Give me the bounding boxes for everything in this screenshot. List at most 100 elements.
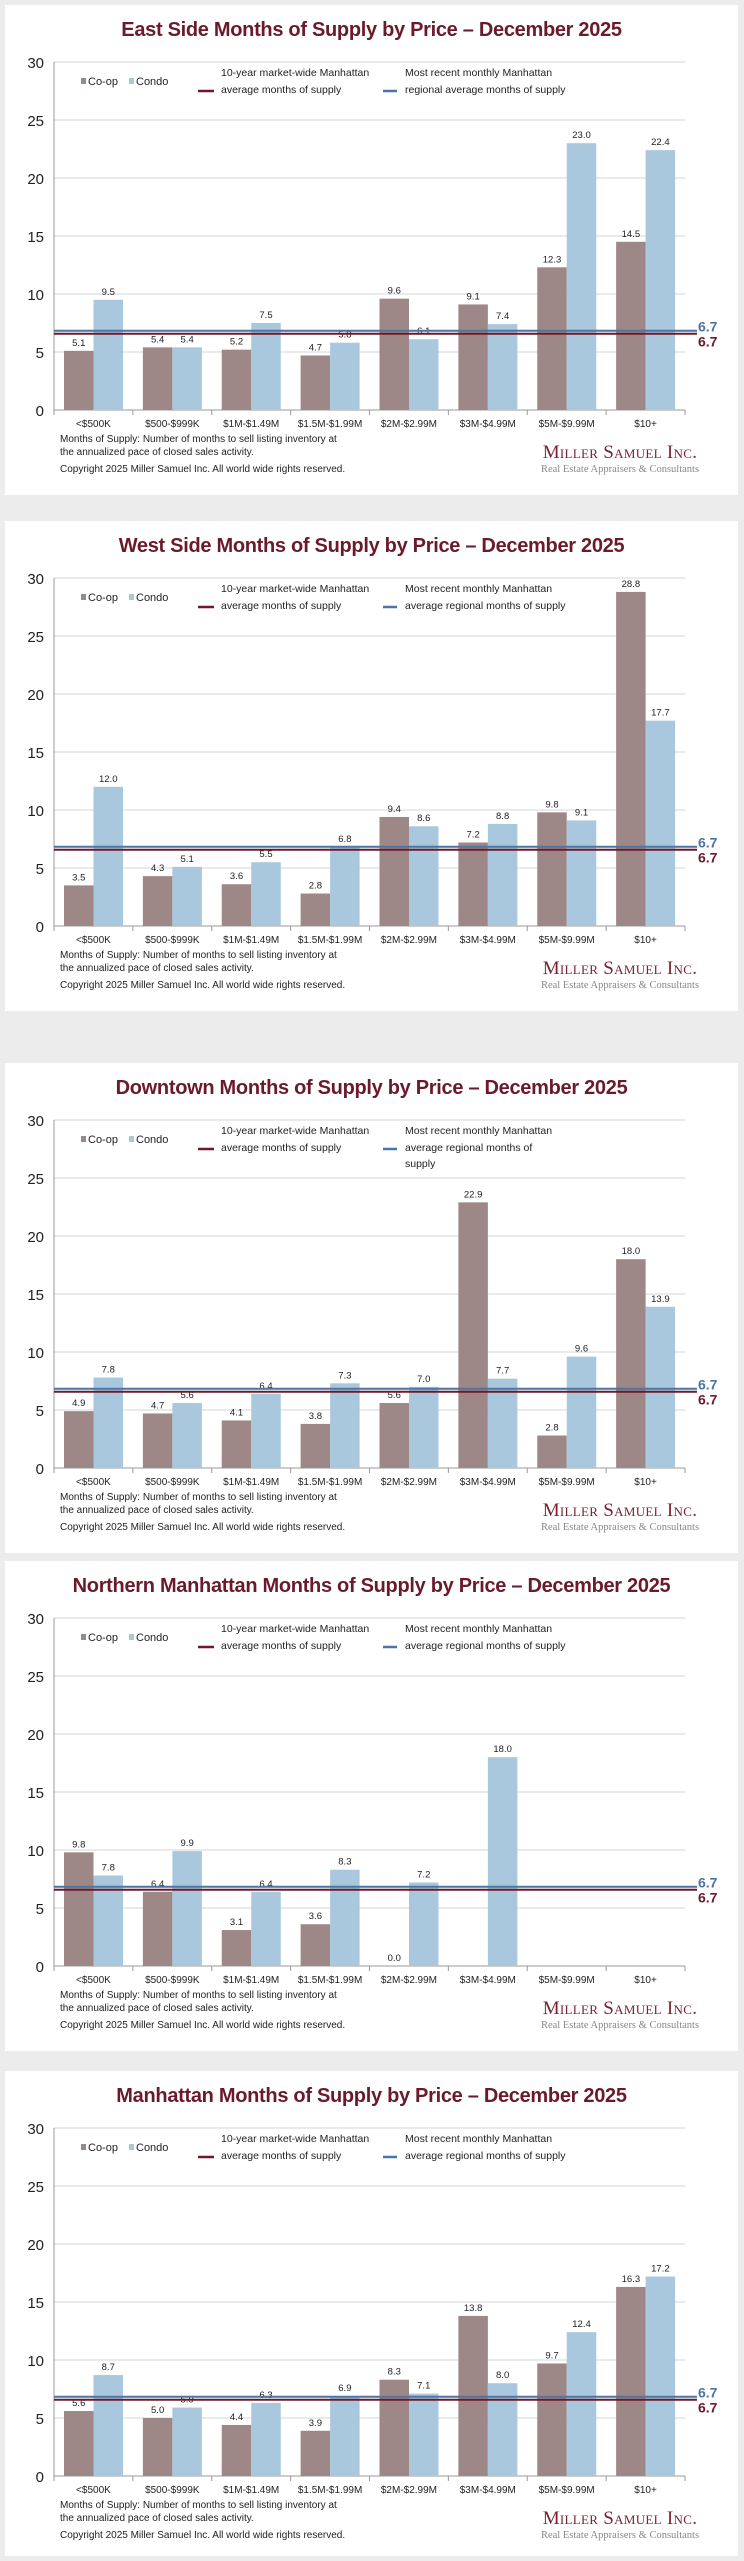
- logo-tagline: Real Estate Appraisers & Consultants: [540, 2020, 700, 2031]
- condo-bar: [409, 1386, 439, 1468]
- data-label: 9.6: [575, 1344, 588, 1355]
- data-label: 3.6: [230, 871, 243, 882]
- coop-legend-label: Co-op: [88, 2142, 118, 2154]
- y-tick-label: 10: [27, 2353, 44, 2370]
- x-tick-label: $500-$999K: [145, 1477, 200, 1488]
- logo-tagline: Real Estate Appraisers & Consultants: [540, 464, 700, 475]
- chart-card: 0 5 10 15 20 25 30 <$500K 5.6 8.7 $500-$999K 5.0 5.9…: [5, 2071, 738, 2556]
- y-tick-label: 15: [27, 2295, 44, 2312]
- coop-bar: [64, 2411, 94, 2476]
- coop-bar: [221, 884, 252, 926]
- coop-legend-label: Co-op: [88, 1134, 118, 1146]
- footnote-definition: Months of Supply: Number of months to se…: [60, 950, 337, 961]
- data-label: 5.2: [230, 337, 243, 348]
- coop-bar: [64, 1852, 94, 1966]
- miller-samuel-logo: Miller Samuel Inc. Real Estate Appraisers…: [535, 1500, 705, 1533]
- footnote-definition: Months of Supply: Number of months to se…: [60, 2500, 337, 2511]
- ten-year-legend-label: 10-year market-wide Manhattan: [221, 2133, 369, 2145]
- logo-name: Miller Samuel Inc.: [542, 958, 698, 979]
- data-label: 5.0: [151, 2405, 164, 2416]
- miller-samuel-logo: Miller Samuel Inc. Real Estate Appraisers…: [535, 958, 705, 991]
- x-tick-label: $1M-$1.49M: [223, 419, 279, 430]
- y-tick-label: 25: [27, 1171, 44, 1188]
- data-label: 9.5: [102, 287, 115, 298]
- x-tick-label: $1M-$1.49M: [223, 1477, 279, 1488]
- data-label: 3.8: [309, 1411, 322, 1422]
- data-label: 3.9: [309, 2418, 322, 2429]
- x-tick-label: $10+: [634, 1975, 657, 1986]
- y-tick-label: 15: [27, 1287, 44, 1304]
- y-tick-label: 10: [27, 803, 44, 820]
- data-label: 5.8: [338, 330, 351, 341]
- coop-bar: [616, 591, 646, 926]
- coop-legend-swatch: [81, 78, 86, 84]
- data-label: 7.8: [102, 1365, 115, 1376]
- ten-year-legend-label: 10-year market-wide Manhattan: [221, 1125, 369, 1137]
- condo-bar: [251, 323, 281, 410]
- x-tick-label: $2M-$2.99M: [381, 1975, 437, 1986]
- footnote: Months of Supply: Number of months to se…: [60, 2499, 380, 2542]
- ten-year-legend-label: 10-year market-wide Manhattan: [221, 67, 369, 79]
- coop-bar: [221, 1420, 252, 1468]
- y-tick-label: 5: [36, 1403, 44, 1420]
- coop-bar: [64, 885, 94, 926]
- data-label: 5.4: [181, 334, 194, 345]
- data-label: 28.8: [622, 579, 641, 590]
- y-tick-label: 5: [36, 345, 44, 362]
- condo-legend-label: Condo: [136, 1632, 168, 1644]
- condo-bar: [172, 347, 202, 410]
- y-tick-label: 30: [27, 2121, 44, 2138]
- condo-bar: [93, 786, 123, 926]
- condo-legend-label: Condo: [136, 592, 168, 604]
- x-tick-label: $1M-$1.49M: [223, 2485, 279, 2496]
- coop-legend-label: Co-op: [88, 76, 118, 88]
- condo-legend-label: Condo: [136, 1134, 168, 1146]
- x-tick-label: $1.5M-$1.99M: [298, 1975, 362, 1986]
- data-label: 9.9: [181, 1838, 194, 1849]
- ten-year-legend-label: 10-year market-wide Manhattan: [221, 583, 369, 595]
- coop-bar: [300, 893, 331, 926]
- data-label: 6.9: [338, 2383, 351, 2394]
- miller-samuel-logo: Miller Samuel Inc. Real Estate Appraisers…: [535, 442, 705, 475]
- y-tick-label: 10: [27, 1843, 44, 1860]
- bar-chart: 0 5 10 15 20 25 30 <$500K 3.5 12.0 $500-$999K 4.3 5.…: [27, 571, 718, 946]
- ten-year-legend-label: average months of supply: [221, 600, 342, 612]
- x-tick-label: $2M-$2.99M: [381, 935, 437, 946]
- data-label: 6.3: [259, 2390, 272, 2401]
- x-tick-label: $5M-$9.99M: [539, 935, 595, 946]
- x-tick-label: $5M-$9.99M: [539, 419, 595, 430]
- data-label: 8.0: [496, 2370, 509, 2381]
- condo-bar: [251, 1891, 281, 1966]
- logo-name: Miller Samuel Inc.: [542, 442, 698, 463]
- condo-bar: [330, 1869, 360, 1966]
- x-tick-label: $10+: [634, 935, 657, 946]
- y-tick-label: 0: [36, 919, 44, 936]
- coop-bar: [537, 267, 567, 410]
- x-tick-label: $1M-$1.49M: [223, 935, 279, 946]
- coop-bar: [379, 2379, 409, 2476]
- data-label: 7.2: [467, 829, 480, 840]
- data-label: 5.6: [388, 1390, 401, 1401]
- data-label: 23.0: [572, 130, 591, 141]
- regional-legend-label: Most recent monthly Manhattan: [405, 1125, 552, 1137]
- regional-legend-label: average regional months of supply: [405, 600, 566, 612]
- condo-bar: [172, 1851, 202, 1966]
- coop-bar: [616, 2286, 646, 2476]
- data-label: 9.7: [545, 2350, 558, 2361]
- footnote-definition: the annualized pace of closed sales acti…: [60, 447, 254, 458]
- regional-average-value: 6.7: [698, 834, 718, 850]
- coop-bar: [300, 2430, 331, 2476]
- coop-legend-swatch: [81, 2144, 86, 2150]
- footnote-definition: Months of Supply: Number of months to se…: [60, 434, 337, 445]
- x-tick-label: $1.5M-$1.99M: [298, 419, 362, 430]
- coop-bar: [142, 2418, 173, 2476]
- data-label: 9.8: [72, 1839, 85, 1850]
- copyright: Copyright 2025 Miller Samuel Inc. All wo…: [60, 1522, 346, 1533]
- condo-bar: [251, 1393, 281, 1468]
- data-label: 2.8: [545, 1423, 558, 1434]
- y-tick-label: 30: [27, 1113, 44, 1130]
- condo-bar: [251, 862, 281, 926]
- coop-legend-swatch: [81, 594, 86, 600]
- logo-name: Miller Samuel Inc.: [542, 2508, 698, 2529]
- coop-legend-label: Co-op: [88, 592, 118, 604]
